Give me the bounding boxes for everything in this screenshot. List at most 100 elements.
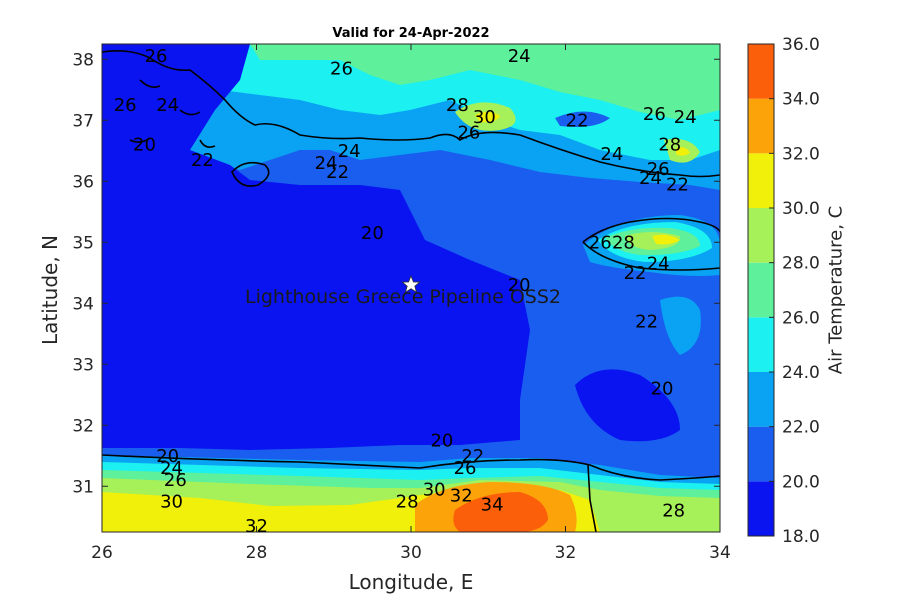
colorbar-swatch — [748, 317, 774, 372]
colorbar-swatch — [748, 208, 774, 263]
colorbar-tick-label: 28.0 — [782, 254, 820, 274]
y-tick-label: 34 — [72, 294, 94, 314]
contour-label: 24 — [338, 141, 361, 162]
colorbar-swatch — [748, 44, 774, 99]
colorbar-tick-label: 22.0 — [782, 418, 820, 438]
contour-label: 24 — [156, 95, 179, 116]
x-tick-label: 30 — [400, 543, 422, 563]
y-tick-label: 33 — [72, 355, 94, 375]
contour-label: 20 — [508, 275, 531, 296]
map-title: Valid for 24-Apr-2022 — [332, 26, 490, 41]
colorbar-swatch — [748, 372, 774, 427]
y-tick-label: 35 — [72, 233, 94, 253]
contour-label: 22 — [635, 312, 658, 333]
contour-label: 32 — [450, 485, 473, 506]
y-axis-ticks: 31 32 33 34 35 36 37 38 — [72, 50, 720, 497]
contour-label: 26 — [589, 232, 612, 253]
contour-label: 24 — [639, 168, 662, 189]
colorbar-swatch — [748, 426, 774, 482]
coastlines — [102, 50, 720, 532]
west-sea-18-20 — [102, 44, 530, 450]
site-marker: Lighthouse Greece Pipeline OSS2 — [245, 275, 561, 308]
colorbar-tick-label: 24.0 — [782, 363, 820, 383]
y-tick-label: 31 — [72, 477, 94, 497]
suez-canal — [587, 464, 597, 532]
x-tick-label: 32 — [555, 543, 577, 563]
colorbar-swatch — [748, 98, 774, 154]
cyprus-band-30-32 — [652, 234, 680, 245]
contour-label: 26 — [454, 458, 477, 479]
contour-label: 28 — [662, 501, 685, 522]
colorbar-tick-label: 30.0 — [782, 199, 820, 219]
colorbar-swatch — [748, 262, 774, 318]
colorbar-tick-label: 34.0 — [782, 90, 820, 110]
colorbar-frame — [747, 43, 775, 537]
contour-label: 22 — [191, 150, 214, 171]
contour-label: 26 — [164, 470, 187, 491]
contour-label: 28 — [446, 95, 469, 116]
x-tick-label: 26 — [91, 543, 113, 563]
contour-label: 26 — [643, 104, 666, 125]
contour-label: 20 — [651, 379, 674, 400]
colorbar-tick-label: 20.0 — [782, 472, 820, 492]
north-cool-18-20 — [555, 111, 610, 127]
north-east-spot-30-32 — [676, 147, 690, 156]
contour-label: 20 — [133, 135, 156, 156]
contour-label: 24 — [600, 144, 623, 165]
y-tick-label: 32 — [72, 416, 94, 436]
crete-rhodes-coast — [231, 161, 270, 187]
east-patch-22-24 — [660, 296, 701, 355]
contour-label: 34 — [481, 495, 504, 516]
southeast-cool-18-20 — [575, 369, 680, 442]
y-tick-label: 37 — [72, 111, 94, 131]
x-axis-label: Longitude, E — [348, 570, 474, 594]
colorbar-swatch — [748, 153, 774, 208]
contour-label: 22 — [624, 263, 647, 284]
colorbar-swatch — [748, 481, 774, 536]
contour-label: 28 — [658, 135, 681, 156]
contour-label: 32 — [245, 516, 268, 537]
colorbar-tick-label: 36.0 — [782, 35, 820, 55]
x-tick-label: 34 — [709, 543, 731, 563]
colorbar-label: Air Temperature, C — [825, 205, 847, 375]
egypt-coastline — [102, 454, 720, 481]
contour-label: 24 — [674, 107, 697, 128]
contour-label: 22 — [666, 174, 689, 195]
contour-label: 24 — [315, 153, 338, 174]
contour-label: 24 — [647, 254, 670, 275]
contour-label: 22 — [566, 110, 589, 131]
contour-label: 26 — [647, 159, 670, 180]
colorbar-tick-label: 32.0 — [782, 144, 820, 164]
contour-label: 22 — [461, 446, 484, 467]
turkey-coastline — [102, 50, 720, 178]
colorbar-tick-label: 26.0 — [782, 308, 820, 328]
cyprus-coastline — [582, 217, 720, 271]
contour-label: 20 — [430, 431, 453, 452]
contour-label: 26 — [114, 95, 137, 116]
x-axis-ticks: 26 28 30 32 34 — [91, 44, 731, 563]
colorbar: 36.0 34.0 32.0 30.0 28.0 26.0 24.0 22.0 20.0 18.0 — [747, 35, 820, 547]
y-axis-label: Latitude, N — [38, 235, 62, 345]
y-tick-label: 36 — [72, 172, 94, 192]
x-tick-label: 28 — [246, 543, 268, 563]
contour-label: 20 — [156, 446, 179, 467]
contour-label: 26 — [330, 58, 353, 79]
contour-label: 26 — [145, 46, 168, 67]
contour-label: 30 — [423, 479, 446, 500]
site-label: Lighthouse Greece Pipeline OSS2 — [245, 286, 561, 308]
contour-label: 28 — [396, 492, 419, 513]
contour-label: 24 — [508, 46, 531, 67]
south-band-34-36 — [453, 492, 548, 532]
contour-label: 26 — [457, 122, 480, 143]
north-band-26-28 — [250, 44, 720, 120]
y-tick-label: 38 — [72, 50, 94, 70]
contour-label: 30 — [473, 107, 496, 128]
contour-label: 24 — [160, 458, 183, 479]
colorbar-tick-label: 18.0 — [782, 527, 820, 547]
north-spot-30-32 — [475, 111, 500, 123]
islands-outline — [129, 79, 216, 148]
contour-label: 30 — [160, 492, 183, 513]
temperature-field — [102, 44, 720, 532]
